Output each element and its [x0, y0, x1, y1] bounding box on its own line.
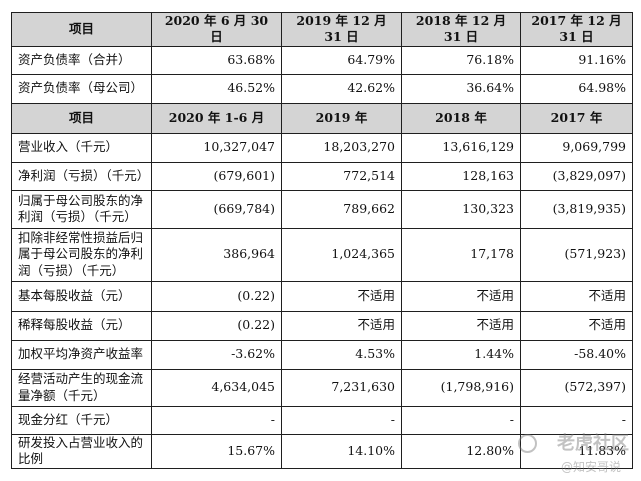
cell: 789,662 [281, 189, 402, 229]
cell: (3,819,935) [520, 189, 633, 229]
row-label: 营业收入（千元） [11, 132, 152, 163]
header-col-4: 2017 年 12 月 31 日 [520, 12, 633, 47]
cell: 772,514 [281, 161, 402, 191]
cell: 17,178 [401, 227, 521, 282]
cell: - [151, 405, 282, 435]
cell: 64.79% [281, 45, 402, 75]
cell: 42.62% [281, 73, 402, 104]
row-label: 归属于母公司股东的净利润（亏损）（千元） [11, 189, 152, 229]
table-row: 基本每股收益（元） (0.22) 不适用 不适用 不适用 [11, 280, 633, 312]
table-row: 现金分红（千元） - - - - [11, 405, 633, 435]
cell: 不适用 [281, 280, 402, 312]
table-row: 稀释每股收益（元） (0.22) 不适用 不适用 不适用 [11, 310, 633, 341]
row-label: 资产负债率（母公司） [11, 73, 152, 104]
header-item: 项目 [11, 102, 152, 134]
cell: (1,798,916) [401, 368, 521, 407]
header-item: 项目 [11, 12, 152, 47]
cell: 不适用 [520, 280, 633, 312]
cell: 46.52% [151, 73, 282, 104]
row-label: 加权平均净资产收益率 [11, 339, 152, 370]
cell: 18,203,270 [281, 132, 402, 163]
cell: 不适用 [281, 310, 402, 341]
cell: (0.22) [151, 310, 282, 341]
header-col-2: 2019 年 12 月 31 日 [281, 12, 402, 47]
table-row: 资产负债率（母公司） 46.52% 42.62% 36.64% 64.98% [11, 73, 633, 104]
cell: 36.64% [401, 73, 521, 104]
table-row: 经营活动产生的现金流量净额（千元） 4,634,045 7,231,630 (1… [11, 368, 633, 407]
cell: 9,069,799 [520, 132, 633, 163]
financial-table: 项目 2020 年 6 月 30 日 2019 年 12 月 31 日 2018… [11, 12, 633, 469]
cell: 76.18% [401, 45, 521, 75]
cell: 1,024,365 [281, 227, 402, 282]
table2-header-row: 项目 2020 年 1-6 月 2019 年 2018 年 2017 年 [11, 102, 633, 134]
header-col-3: 2018 年 [401, 102, 521, 134]
row-label: 稀释每股收益（元） [11, 310, 152, 341]
header-col-2: 2019 年 [281, 102, 402, 134]
row-label: 净利润（亏损）（千元） [11, 161, 152, 191]
cell: 63.68% [151, 45, 282, 75]
cell: -58.40% [520, 339, 633, 370]
cell: 不适用 [401, 310, 521, 341]
table-row: 归属于母公司股东的净利润（亏损）（千元） (669,784) 789,662 1… [11, 189, 633, 229]
row-label: 研发投入占营业收入的比例 [11, 433, 152, 469]
row-label: 经营活动产生的现金流量净额（千元） [11, 368, 152, 407]
cell: - [520, 405, 633, 435]
row-label: 基本每股收益（元） [11, 280, 152, 312]
cell: - [281, 405, 402, 435]
cell: - [401, 405, 521, 435]
table-row: 扣除非经常性损益后归属于母公司股东的净利润（亏损）（千元） 386,964 1,… [11, 227, 633, 282]
header-col-1: 2020 年 1-6 月 [151, 102, 282, 134]
watermark-logo-icon [518, 434, 537, 453]
cell: (679,601) [151, 161, 282, 191]
cell: (0.22) [151, 280, 282, 312]
cell: 4.53% [281, 339, 402, 370]
cell: 不适用 [520, 310, 633, 341]
table-row: 加权平均净资产收益率 -3.62% 4.53% 1.44% -58.40% [11, 339, 633, 370]
cell: 386,964 [151, 227, 282, 282]
cell: (3,829,097) [520, 161, 633, 191]
cell: (572,397) [520, 368, 633, 407]
header-col-4: 2017 年 [520, 102, 633, 134]
row-label: 资产负债率（合并） [11, 45, 152, 75]
cell: 1.44% [401, 339, 521, 370]
cell: (669,784) [151, 189, 282, 229]
header-col-3: 2018 年 12 月 31 日 [401, 12, 521, 47]
table-row: 研发投入占营业收入的比例 15.67% 14.10% 12.80% 11.83% [11, 433, 633, 469]
cell: 130,323 [401, 189, 521, 229]
cell: -3.62% [151, 339, 282, 370]
row-label: 现金分红（千元） [11, 405, 152, 435]
row-label: 扣除非经常性损益后归属于母公司股东的净利润（亏损）（千元） [11, 227, 152, 282]
cell: 13,616,129 [401, 132, 521, 163]
table1-header-row: 项目 2020 年 6 月 30 日 2019 年 12 月 31 日 2018… [11, 12, 633, 47]
cell: (571,923) [520, 227, 633, 282]
cell: 7,231,630 [281, 368, 402, 407]
cell: 11.83% [520, 433, 633, 469]
header-col-1: 2020 年 6 月 30 日 [151, 12, 282, 47]
cell: 10,327,047 [151, 132, 282, 163]
cell: 128,163 [401, 161, 521, 191]
cell: 64.98% [520, 73, 633, 104]
table-row: 净利润（亏损）（千元） (679,601) 772,514 128,163 (3… [11, 161, 633, 191]
cell: 14.10% [281, 433, 402, 469]
cell: 12.80% [401, 433, 521, 469]
cell: 15.67% [151, 433, 282, 469]
table-row: 营业收入（千元） 10,327,047 18,203,270 13,616,12… [11, 132, 633, 163]
table-row: 资产负债率（合并） 63.68% 64.79% 76.18% 91.16% [11, 45, 633, 75]
cell: 91.16% [520, 45, 633, 75]
cell: 不适用 [401, 280, 521, 312]
cell: 4,634,045 [151, 368, 282, 407]
